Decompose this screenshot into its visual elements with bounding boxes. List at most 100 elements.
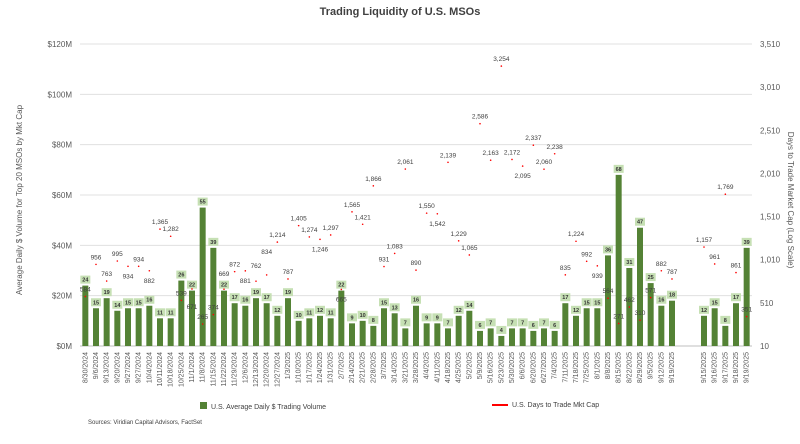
line-point (233, 270, 236, 273)
x-tick-label: 3/7/2025 (381, 352, 388, 379)
bar-label: 15 (712, 300, 718, 306)
x-tick-label: 10/18/2024 (168, 352, 175, 387)
bar (178, 280, 185, 346)
bar-label: 16 (413, 298, 419, 304)
line-label: 2,060 (536, 159, 553, 166)
bar-label: 17 (733, 295, 739, 301)
line-point (297, 224, 300, 227)
line-label: 1,405 (291, 216, 308, 223)
x-tick-label: 9/27/2024 (136, 352, 143, 383)
y-tick-label: $100M (48, 90, 73, 99)
bar (487, 328, 494, 346)
bar-label: 39 (210, 240, 216, 246)
line-label: 571 (645, 288, 656, 295)
x-tick-label: 6/6/2025 (520, 352, 527, 379)
line-point (372, 185, 375, 187)
bar-label-bg (475, 320, 485, 329)
bar (701, 315, 707, 346)
x-tick-label: 9/27/2024 (125, 352, 132, 383)
bar-label-bg (741, 237, 752, 246)
bar-label: 10 (296, 313, 302, 319)
line-point (639, 319, 641, 321)
line-label: 310 (635, 310, 646, 317)
bar-label: 47 (637, 220, 643, 226)
bar-label: 16 (658, 298, 664, 304)
bar-label: 31 (626, 260, 632, 266)
bar-label: 22 (338, 283, 344, 289)
bar-label-bg (155, 308, 165, 317)
y-axis-title: Average Daily $ Volume for Top 20 MSOs b… (15, 104, 24, 295)
line-point (479, 122, 481, 125)
bar-label: 11 (306, 310, 312, 316)
bar-label: 16 (146, 298, 152, 304)
x-tick-label: 3/14/2025 (392, 352, 399, 383)
line-point (511, 158, 513, 161)
bar-label-bg (592, 298, 603, 307)
x-tick-label: 4/4/2025 (424, 352, 431, 379)
x-tick-label: 9/6/2024 (93, 352, 100, 379)
line-label: 351 (741, 307, 752, 314)
line-label: 890 (411, 260, 422, 267)
bar-label-bg (507, 318, 517, 327)
y-tick-label: $60M (52, 191, 72, 200)
line-label: 934 (123, 273, 134, 280)
bar (381, 308, 387, 346)
x-tick-label: 10/25/2024 (178, 352, 185, 387)
x-tick-label: 8/1/2025 (594, 352, 601, 379)
bar (103, 298, 110, 346)
y-tick-label: $120M (48, 40, 73, 49)
line-point (436, 213, 439, 215)
bar-label-bg (571, 305, 581, 314)
bar-label-bg (731, 293, 741, 302)
line-label: 1,065 (461, 245, 478, 252)
x-tick-label: 2/28/2025 (370, 352, 377, 383)
bar-label-bg (208, 237, 219, 246)
line-label: 2,061 (397, 159, 414, 166)
x-tick-label: 9/18/2025 (733, 352, 740, 383)
bar (210, 247, 217, 346)
bar-label: 24 (82, 278, 89, 284)
bar-label: 7 (489, 320, 492, 326)
bar-label: 25 (648, 275, 654, 281)
bar (199, 207, 206, 346)
x-tick-label: 9/15/2025 (701, 352, 708, 383)
line-label: 934 (133, 256, 144, 263)
bar-label-bg (293, 310, 304, 319)
y2-tick-label: 10 (760, 342, 769, 351)
line-point (585, 260, 588, 263)
line-label: 762 (251, 263, 262, 270)
bar-label-bg (197, 197, 208, 206)
bar-label-bg (411, 295, 421, 304)
bar-label: 11 (168, 310, 174, 316)
bar-label: 11 (328, 310, 334, 316)
bar-label-bg (315, 305, 325, 314)
bar-label-bg (400, 318, 411, 327)
x-tick-label: 12/6/2024 (242, 352, 249, 383)
x-tick-label: 6/20/2025 (530, 352, 537, 383)
bar-label: 17 (562, 295, 568, 301)
line-label: 956 (91, 254, 102, 261)
bar (167, 318, 174, 346)
x-tick-label: 10/4/2024 (146, 352, 153, 383)
bar-label-bg (443, 318, 453, 327)
line-label: 835 (560, 265, 571, 272)
line-label: 995 (112, 251, 123, 258)
bar (541, 328, 547, 346)
bar (317, 315, 323, 346)
x-tick-label: 1/24/2025 (317, 352, 324, 383)
line-label: 671 (187, 304, 198, 311)
line-point (212, 313, 215, 316)
line-point (607, 297, 609, 299)
line-point (415, 269, 417, 271)
bar (530, 330, 537, 346)
line-label: 2,586 (472, 114, 489, 121)
line-label: 763 (101, 271, 112, 278)
x-tick-label: 2/14/2025 (349, 352, 356, 383)
bar-label-bg (272, 305, 283, 314)
x-tick-label: 8/29/2025 (637, 352, 644, 383)
x-tick-label: 1/10/2025 (296, 352, 303, 383)
bar-label: 14 (466, 303, 473, 309)
legend-bar-label: U.S. Average Daily $ Trading Volume (211, 404, 327, 411)
bar-label: 12 (701, 308, 707, 314)
